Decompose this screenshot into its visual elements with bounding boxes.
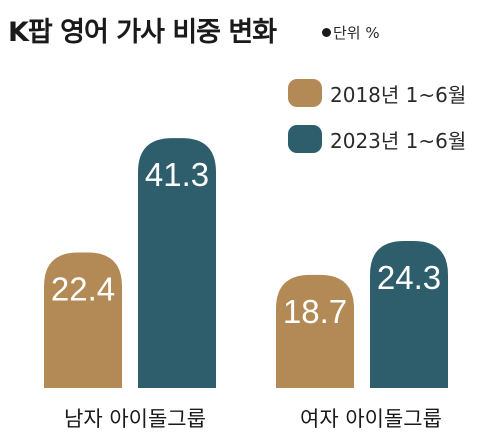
legend-label-2018: 2018년 1~6월 xyxy=(330,82,467,107)
legend: 2018년 1~6월 2023년 1~6월 xyxy=(288,76,466,168)
legend-item-2018: 2018년 1~6월 xyxy=(288,76,466,110)
bar-male-2023 xyxy=(138,138,216,388)
bar-female-2023 xyxy=(370,240,448,388)
data-label-male-2018: 22.4 xyxy=(51,270,115,307)
data-label-female-2018: 18.7 xyxy=(283,293,347,330)
unit-note: 단위 % xyxy=(322,22,380,43)
data-label-male-2023: 41.3 xyxy=(145,156,209,193)
legend-swatch-2018 xyxy=(288,79,322,107)
legend-label-2023: 2023년 1~6월 xyxy=(330,128,467,153)
bar-female-2018 xyxy=(276,274,354,388)
legend-swatch-2023 xyxy=(288,125,322,153)
data-label-female-2023: 24.3 xyxy=(377,259,441,296)
unit-label: 단위 % xyxy=(333,24,380,42)
bar-male-2018 xyxy=(44,252,122,388)
category-label-female: 여자 아이돌그룹 xyxy=(300,407,442,431)
category-label-male: 남자 아이돌그룹 xyxy=(64,407,206,431)
legend-item-2023: 2023년 1~6월 xyxy=(288,122,466,156)
bullet-dot-icon xyxy=(322,28,331,37)
chart-title: K팝 영어 가사 비중 변화 xyxy=(8,17,277,48)
